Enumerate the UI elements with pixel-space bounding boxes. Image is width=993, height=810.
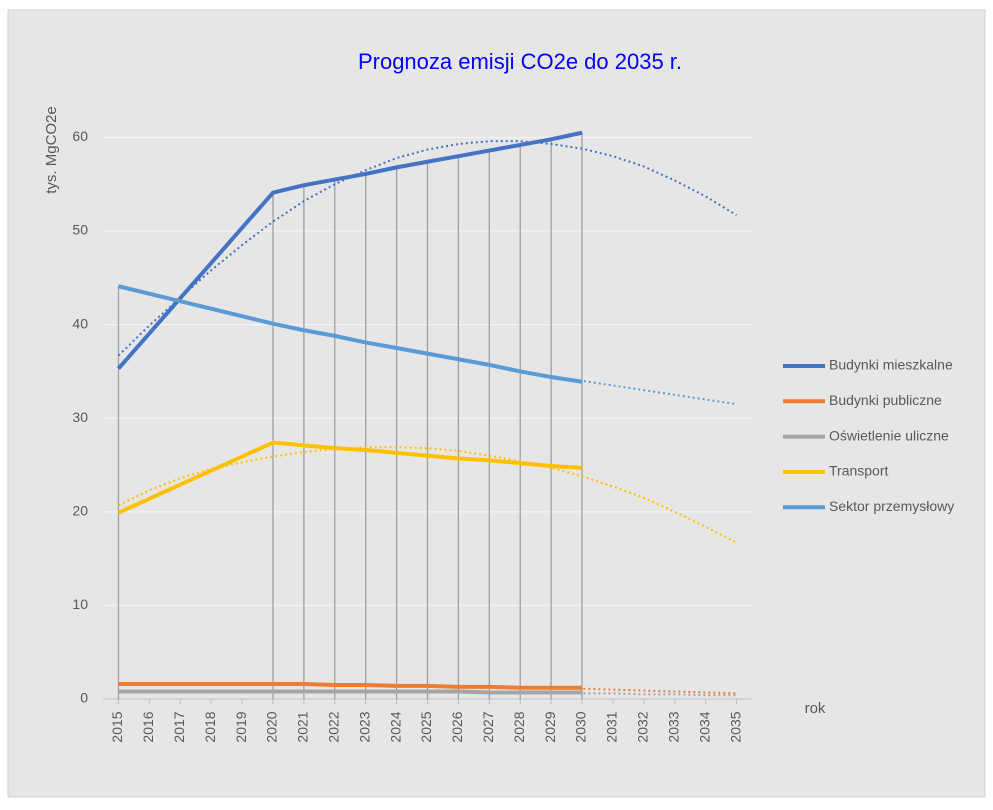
y-tick-label: 50 bbox=[72, 222, 88, 238]
y-tick-label: 40 bbox=[72, 315, 88, 331]
x-tick-label: 2026 bbox=[449, 711, 465, 742]
y-tick-label: 20 bbox=[72, 503, 88, 519]
x-tick-label: 2028 bbox=[511, 711, 527, 742]
x-tick-label: 2029 bbox=[542, 711, 558, 742]
x-tick-label: 2016 bbox=[140, 711, 156, 742]
x-tick-label: 2030 bbox=[573, 711, 589, 742]
trend-line bbox=[118, 682, 737, 695]
x-tick-label: 2017 bbox=[171, 711, 187, 742]
x-tick-label: 2025 bbox=[418, 711, 434, 742]
x-tick-label: 2024 bbox=[387, 711, 403, 742]
y-tick-label: 0 bbox=[80, 690, 88, 706]
legend-label: Oświetlenie uliczne bbox=[829, 427, 949, 443]
series-line bbox=[117, 284, 583, 384]
legend-label: Transport bbox=[829, 463, 889, 479]
x-tick-label: 2020 bbox=[264, 711, 280, 742]
x-tick-label: 2032 bbox=[635, 711, 651, 742]
x-tick-label: 2033 bbox=[665, 711, 681, 742]
x-tick-label: 2034 bbox=[696, 711, 712, 742]
legend-label: Sektor przemysłowy bbox=[829, 498, 954, 514]
series-line bbox=[117, 440, 583, 515]
series-line bbox=[118, 689, 583, 695]
x-tick-label: 2027 bbox=[480, 711, 496, 742]
x-tick-label: 2023 bbox=[356, 711, 372, 742]
legend-label: Budynki publiczne bbox=[829, 392, 942, 408]
legend-label: Budynki mieszkalne bbox=[829, 357, 953, 373]
x-tick-label: 2015 bbox=[109, 711, 125, 742]
x-tick-label: 2022 bbox=[325, 711, 341, 742]
y-tick-label: 10 bbox=[72, 596, 88, 612]
y-tick-label: 30 bbox=[72, 409, 88, 425]
x-tick-label: 2019 bbox=[233, 711, 249, 742]
y-tick-label: 60 bbox=[72, 128, 88, 144]
series-line bbox=[116, 130, 583, 370]
x-tick-label: 2035 bbox=[727, 711, 743, 742]
x-tick-label: 2018 bbox=[202, 711, 218, 742]
trend-line bbox=[118, 690, 737, 697]
chart-title: Prognoza emisji CO2e do 2035 r. bbox=[358, 49, 682, 74]
x-tick-label: 2021 bbox=[295, 711, 311, 742]
x-tick-label: 2031 bbox=[604, 711, 620, 742]
y-axis-title: tys. MgCO2e bbox=[43, 106, 60, 194]
x-axis-title: rok bbox=[805, 700, 826, 717]
series-line bbox=[118, 682, 583, 690]
trend-line bbox=[117, 140, 738, 357]
